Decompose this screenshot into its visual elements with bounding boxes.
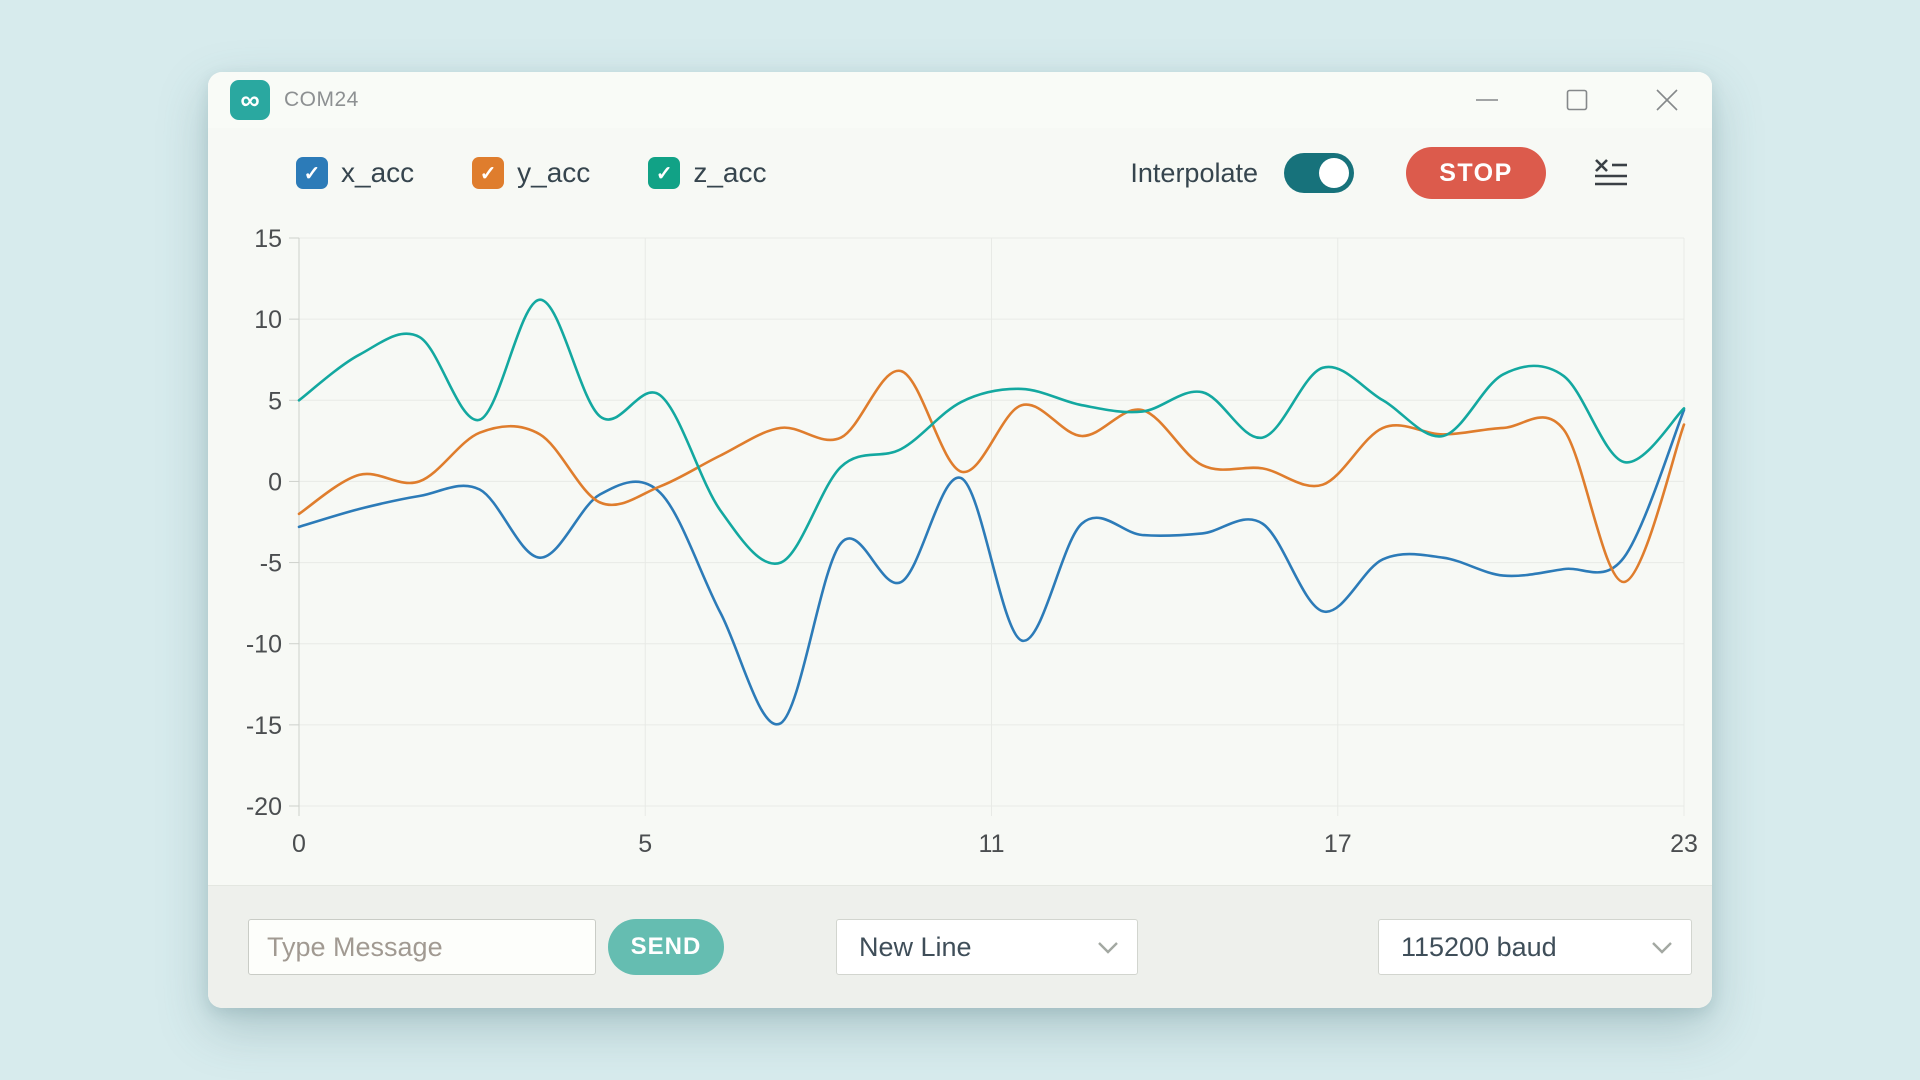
series-y_acc-line xyxy=(297,369,1686,584)
composer-bar: SEND New Line 115200 baud xyxy=(208,885,1712,1008)
baud-rate-select[interactable]: 115200 baud xyxy=(1378,919,1692,975)
y-acc-checkbox[interactable]: ✓ xyxy=(472,157,505,189)
chart-area: 15 10 5 0 -5 -10 -15 -20 0 5 11 17 23 xyxy=(208,202,1712,882)
interpolate-toggle[interactable] xyxy=(1284,153,1354,193)
toolbar: ✓ x_acc ✓ y_acc ✓ z_acc Interpolate STOP xyxy=(296,147,1628,199)
maximize-icon xyxy=(1566,89,1588,111)
chart: 15 10 5 0 -5 -10 -15 -20 0 5 11 17 23 xyxy=(246,225,1698,858)
message-input[interactable] xyxy=(248,919,596,975)
y-tick-label: 10 xyxy=(254,306,282,334)
baud-rate-value: 115200 baud xyxy=(1401,931,1557,962)
y-tick-label: -15 xyxy=(246,712,282,740)
chevron-down-icon xyxy=(1098,941,1118,954)
x-tick-label: 11 xyxy=(979,830,1005,858)
line-ending-value: New Line xyxy=(859,931,972,962)
maximize-button[interactable] xyxy=(1554,81,1600,119)
x-tick-label: 17 xyxy=(1324,830,1352,858)
x-tick-label: 5 xyxy=(638,830,652,858)
y-tick-label: -10 xyxy=(246,631,282,659)
clear-list-icon[interactable] xyxy=(1594,158,1628,188)
line-ending-select[interactable]: New Line xyxy=(836,919,1138,975)
y-acc-label: y_acc xyxy=(517,157,591,188)
toggle-knob xyxy=(1319,158,1349,188)
legend-item-z-acc: ✓ z_acc xyxy=(648,157,766,189)
z-acc-label: z_acc xyxy=(693,157,767,188)
x-tick-label: 0 xyxy=(292,830,306,858)
minimize-button[interactable] xyxy=(1464,81,1510,119)
chevron-down-icon xyxy=(1652,941,1672,954)
arduino-logo-icon: ∞ xyxy=(230,80,270,120)
y-tick-label: 5 xyxy=(268,387,282,415)
y-tick-label: 0 xyxy=(268,468,282,496)
legend-item-x-acc: ✓ x_acc xyxy=(296,157,414,189)
x-acc-checkbox[interactable]: ✓ xyxy=(296,157,328,189)
y-tick-label: 15 xyxy=(254,225,282,253)
titlebar: ∞ COM24 xyxy=(208,72,1712,128)
window-title: COM24 xyxy=(284,88,359,111)
close-button[interactable] xyxy=(1644,81,1690,119)
app-window: ∞ COM24 ✓ x_acc ✓ y_acc xyxy=(208,72,1712,1008)
y-tick-label: -20 xyxy=(246,793,282,821)
y-tick-label: -5 xyxy=(260,550,282,578)
legend-item-y-acc: ✓ y_acc xyxy=(472,157,590,189)
close-icon xyxy=(1656,89,1678,111)
series-x_acc-line xyxy=(297,408,1686,726)
send-button[interactable]: SEND xyxy=(608,919,724,975)
series-z_acc-line xyxy=(297,298,1686,565)
z-acc-checkbox[interactable]: ✓ xyxy=(648,157,681,189)
x-tick-label: 23 xyxy=(1670,830,1698,858)
x-acc-label: x_acc xyxy=(341,157,415,188)
minimize-icon xyxy=(1476,99,1498,101)
interpolate-label: Interpolate xyxy=(1130,157,1258,188)
stop-button[interactable]: STOP xyxy=(1406,147,1546,199)
